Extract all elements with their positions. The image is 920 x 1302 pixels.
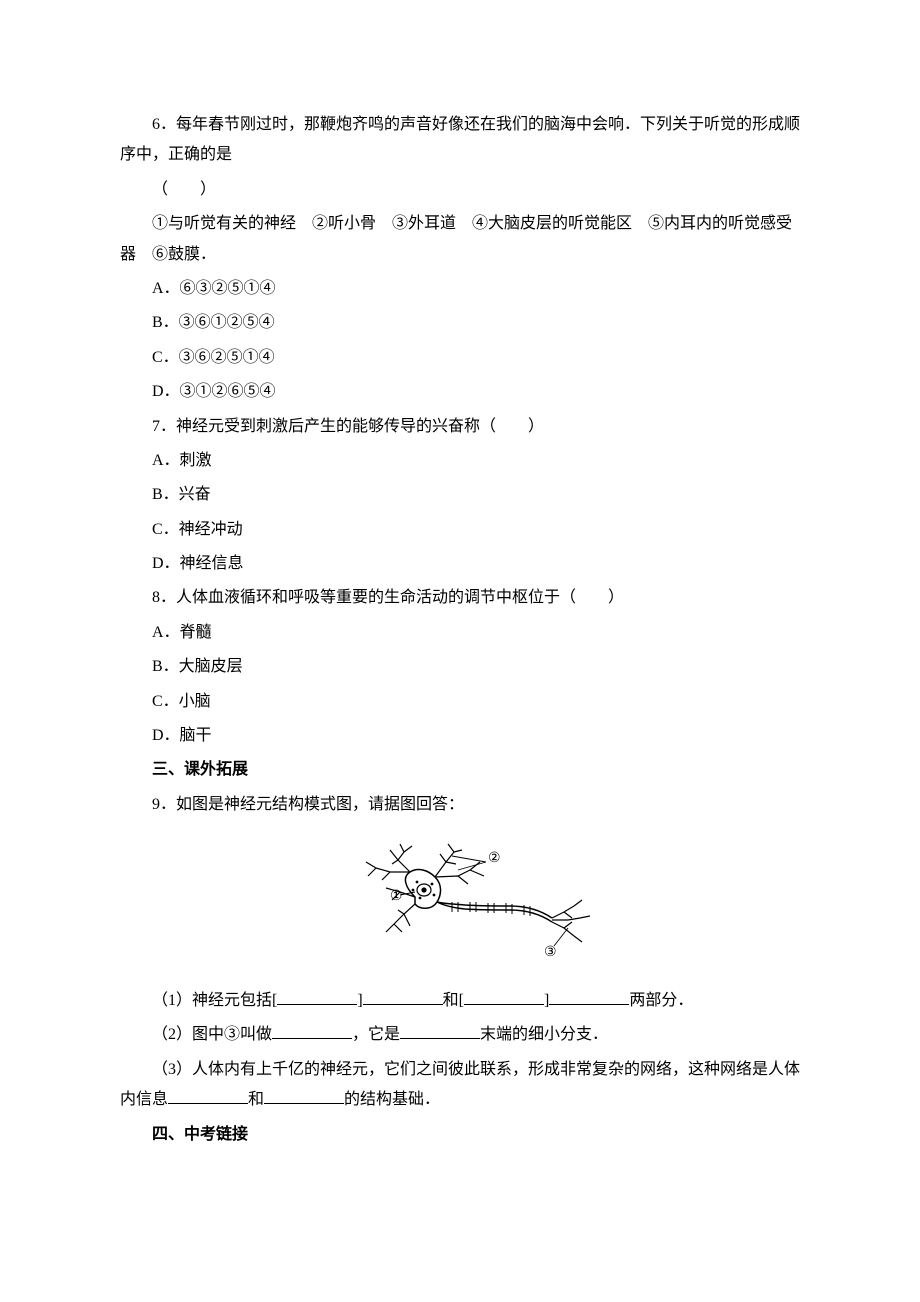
q9-sub3-b: 和 — [248, 1091, 264, 1108]
q9-blank-3 — [464, 986, 544, 1005]
q9-sub1-e: 两部分． — [629, 992, 693, 1009]
q6-option-a: A．⑥③②⑤①④ — [120, 274, 800, 304]
q6-paren: （ ） — [120, 175, 800, 205]
q9-sub1-c: 和[ — [443, 992, 464, 1009]
q9-sub2-a: （2）图中③叫做 — [152, 1026, 272, 1043]
q9-sub2-c: 末端的细小分支． — [480, 1026, 608, 1043]
neuron-diagram-icon: ① ② ③ — [320, 832, 600, 962]
q8-option-d: D．脑干 — [120, 721, 800, 751]
q7-option-c: C．神经冲动 — [120, 515, 800, 545]
section4-title: 四、中考链接 — [120, 1120, 800, 1150]
q9-blank-7 — [168, 1085, 248, 1104]
figure-label-3: ③ — [544, 945, 557, 960]
q8-stem: 8．人体血液循环和呼吸等重要的生命活动的调节中枢位于（ ） — [120, 583, 800, 613]
q9-blank-2 — [363, 986, 443, 1005]
q9-blank-6 — [400, 1020, 480, 1039]
figure-label-2: ② — [488, 851, 501, 866]
q9-sub1-a: （1）神经元包括[ — [152, 992, 277, 1009]
q7-option-d: D．神经信息 — [120, 549, 800, 579]
q7-option-b: B．兴奋 — [120, 480, 800, 510]
q6-option-b: B．③⑥①②⑤④ — [120, 308, 800, 338]
q9-blank-1 — [277, 986, 357, 1005]
figure-label-1: ① — [390, 889, 403, 904]
q7-option-a: A．刺激 — [120, 446, 800, 476]
q9-stem: 9．如图是神经元结构模式图，请据图回答： — [120, 790, 800, 820]
q9-blank-4 — [549, 986, 629, 1005]
q9-sub3-c: 的结构基础． — [344, 1091, 440, 1108]
q9-figure: ① ② ③ — [120, 832, 800, 973]
q6-option-c: C．③⑥②⑤①④ — [120, 343, 800, 373]
q9-blank-5 — [272, 1020, 352, 1039]
q8-option-c: C．小脑 — [120, 687, 800, 717]
q9-sub2-b: ，它是 — [352, 1026, 400, 1043]
q6-stem1: 6．每年春节刚过时，那鞭炮齐鸣的声音好像还在我们的脑海中会响．下列关于听觉的形成… — [120, 116, 800, 163]
q9-blank-8 — [264, 1085, 344, 1104]
q7-stem: 7．神经元受到刺激后产生的能够传导的兴奋称（ ） — [120, 412, 800, 442]
q6-option-d: D．③①②⑥⑤④ — [120, 377, 800, 407]
q8-option-a: A．脊髓 — [120, 618, 800, 648]
q6-stem2: ①与听觉有关的神经 ②听小骨 ③外耳道 ④大脑皮层的听觉能区 ⑤内耳内的听觉感受… — [120, 215, 792, 262]
section3-title: 三、课外拓展 — [120, 755, 800, 785]
q8-option-b: B．大脑皮层 — [120, 652, 800, 682]
